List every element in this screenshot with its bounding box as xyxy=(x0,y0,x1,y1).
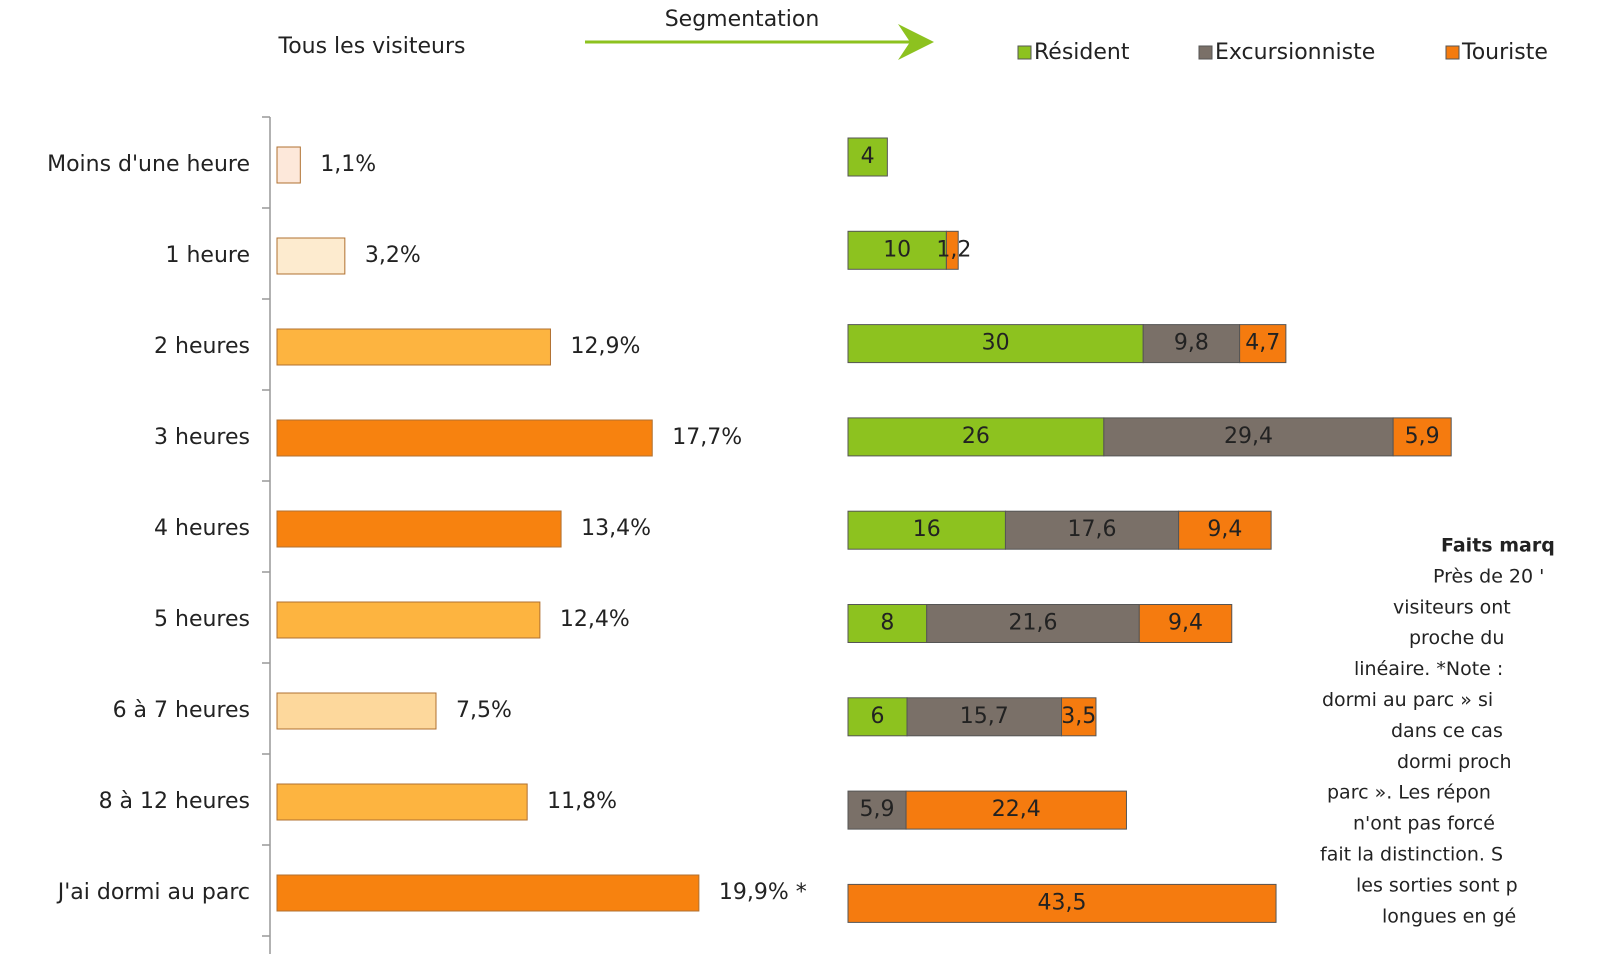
annotation-line: dans ce cas xyxy=(1391,720,1503,742)
bar xyxy=(276,783,528,821)
bar xyxy=(276,146,301,184)
y-tick-label: 5 heures xyxy=(154,607,250,632)
data-label: 5,9 xyxy=(1405,424,1440,449)
bar-segment xyxy=(926,604,1140,643)
data-label: 17,7% xyxy=(672,425,742,450)
bar-segment xyxy=(1392,417,1452,457)
data-label: 13,4% xyxy=(581,516,651,541)
data-label: 21,6 xyxy=(1008,611,1057,636)
data-label: 9,4 xyxy=(1168,611,1203,636)
annotation-line: proche du xyxy=(1409,627,1504,649)
bar-segment xyxy=(1138,604,1233,643)
data-label: 6 xyxy=(871,704,885,729)
legend-swatch xyxy=(1198,45,1213,60)
bar-segment xyxy=(1239,324,1287,364)
legend-label: Excursionniste xyxy=(1215,40,1375,65)
y-tick-label: 6 à 7 heures xyxy=(113,698,250,723)
data-label: 4,7 xyxy=(1245,331,1280,356)
annotation-line: longues en gé xyxy=(1382,905,1516,927)
annotation-line: n'ont pas forcé xyxy=(1353,813,1495,835)
annotation-line: linéaire. *Note : xyxy=(1354,658,1503,680)
bar-segment xyxy=(1103,417,1394,457)
bar-segment xyxy=(847,883,1277,923)
bar xyxy=(276,510,562,548)
bar-segment xyxy=(1061,697,1097,737)
bar xyxy=(276,328,551,366)
annotation-line: dormi proch xyxy=(1397,751,1512,773)
annotation-line: Faits marq xyxy=(1441,535,1555,557)
annotation-line: parc ». Les répon xyxy=(1327,782,1491,804)
bar-segment xyxy=(847,230,947,270)
data-label: 1,2 xyxy=(936,237,971,262)
bar-segment xyxy=(847,790,907,830)
data-label: 1,1% xyxy=(320,152,376,177)
bar-segment xyxy=(945,230,959,270)
annotation-line: fait la distinction. S xyxy=(1320,844,1503,866)
y-tick-label: J'ai dormi au parc xyxy=(56,880,250,905)
annotation-line: visiteurs ont xyxy=(1393,596,1511,618)
bar xyxy=(276,237,346,275)
data-label: 9,8 xyxy=(1174,331,1209,356)
data-label: 4 xyxy=(861,144,875,169)
data-label: 15,7 xyxy=(960,704,1009,729)
y-tick-label: 4 heures xyxy=(154,516,250,541)
data-label: 10 xyxy=(883,237,911,262)
bar xyxy=(276,601,541,639)
legend-label: Résident xyxy=(1034,40,1130,65)
data-label: 5,9 xyxy=(860,797,895,822)
data-label: 7,5% xyxy=(456,698,512,723)
bar xyxy=(276,419,653,457)
data-label: 12,4% xyxy=(560,607,630,632)
data-label: 43,5 xyxy=(1038,890,1087,915)
y-tick-label: 1 heure xyxy=(165,243,250,268)
y-tick-label: 2 heures xyxy=(154,334,250,359)
annotation-line: dormi au parc » si xyxy=(1322,689,1493,711)
data-label: 29,4 xyxy=(1224,424,1273,449)
data-label: 8 xyxy=(880,611,894,636)
data-label: 19,9% * xyxy=(719,880,807,905)
bar xyxy=(276,874,700,912)
annotation-line: les sorties sont p xyxy=(1356,874,1518,896)
y-tick-label: 8 à 12 heures xyxy=(99,789,250,814)
bar-segment xyxy=(847,510,1006,550)
bar-segment xyxy=(1178,510,1272,550)
annotation-line: Près de 20 ' xyxy=(1433,565,1544,587)
y-tick-label: Moins d'une heure xyxy=(47,152,250,177)
data-label: 3,2% xyxy=(365,243,421,268)
right-title: Segmentation xyxy=(665,7,820,32)
bar-segment xyxy=(847,697,908,737)
data-label: 30 xyxy=(982,331,1010,356)
data-label: 17,6 xyxy=(1068,517,1117,542)
data-label: 12,9% xyxy=(570,334,640,359)
bar-segment xyxy=(847,137,888,177)
bar-segment xyxy=(847,324,1144,364)
y-tick-label: 3 heures xyxy=(154,425,250,450)
data-label: 22,4 xyxy=(992,797,1041,822)
legend-swatch xyxy=(1017,45,1032,60)
legend-label: Touriste xyxy=(1461,40,1548,65)
bar-segment xyxy=(905,790,1127,830)
legend-swatch xyxy=(1445,45,1460,60)
data-label: 26 xyxy=(962,424,990,449)
bar-segment xyxy=(906,697,1063,737)
data-label: 3,5 xyxy=(1061,704,1096,729)
data-label: 11,8% xyxy=(547,789,617,814)
data-label: 9,4 xyxy=(1207,517,1242,542)
data-label: 16 xyxy=(913,517,941,542)
left-title: Tous les visiteurs xyxy=(278,34,466,59)
bar xyxy=(276,692,437,730)
bar-segment xyxy=(1142,324,1241,364)
